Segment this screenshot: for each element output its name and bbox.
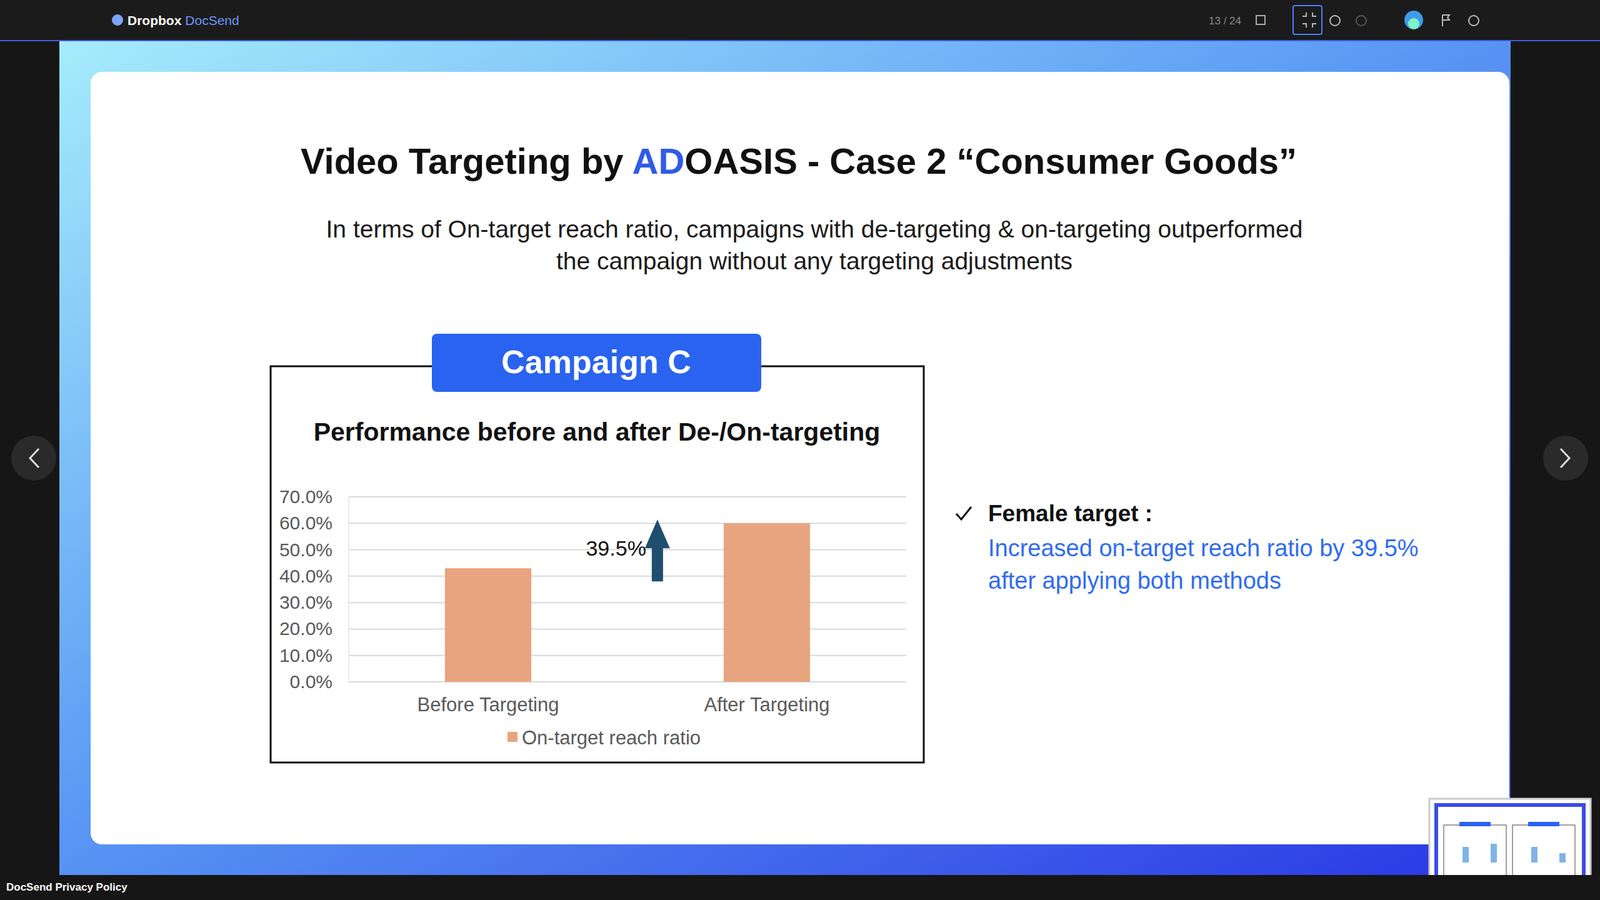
page: DropboxDocSend 13 / 24 Video Targeting by … — [0, 0, 1600, 900]
y-tick-label: 60.0% — [279, 512, 333, 534]
title-part: Video Targeting by — [300, 140, 633, 182]
bars — [445, 523, 810, 682]
fullscreen-icon — [1302, 12, 1317, 28]
increase-arrow — [645, 519, 670, 582]
thumbnail-card — [1438, 806, 1582, 883]
slide-background — [59, 41, 1511, 875]
campaign-label: Campaign C — [501, 343, 691, 380]
help-icon[interactable] — [1468, 15, 1479, 26]
nav-arrow — [1560, 448, 1570, 468]
grid-line — [348, 522, 907, 524]
campaign-badge — [431, 333, 762, 392]
zoom-out-icon[interactable] — [1356, 15, 1367, 26]
y-tick-label: 0.0% — [290, 671, 333, 692]
y-tick-label: 50.0% — [279, 539, 333, 560]
x-tick-label: Before Targeting — [417, 693, 560, 716]
thumbnail-bar — [1559, 853, 1566, 863]
bullet-heading: Female target : — [988, 500, 1153, 527]
next-button[interactable] — [1543, 435, 1589, 481]
logo-icon — [111, 14, 124, 26]
zoom-icon[interactable] — [1330, 15, 1340, 26]
y-tick-label: 10.0% — [279, 645, 333, 666]
legend: On-target reach ratio — [507, 726, 701, 749]
thumbnail-bar — [1490, 843, 1497, 863]
flag-icon[interactable] — [1442, 15, 1450, 27]
page-counter: 13 / 24 — [1208, 15, 1242, 27]
thumbnail-chart — [1512, 825, 1575, 879]
fullscreen-button[interactable] — [1293, 5, 1322, 35]
y-axis-line — [348, 496, 350, 682]
top-bar-border — [0, 40, 1600, 42]
y-tick-label: 20.0% — [279, 618, 333, 639]
slide-title: Video Targeting by ADOASIS - Case 2 “Con… — [300, 140, 1297, 182]
title-part: OASIS - Case 2 “Consumer Goods” — [684, 140, 1297, 182]
annotation: 39.5% — [585, 536, 646, 560]
thumbnail-chart — [1443, 825, 1507, 879]
product-name: DocSend — [185, 13, 239, 28]
bar — [445, 568, 532, 682]
brand-name: Dropbox — [127, 13, 182, 28]
thumbnail-badge — [1528, 821, 1560, 827]
grid-icon[interactable] — [1256, 15, 1265, 25]
viewer-background — [0, 0, 1600, 900]
y-tick-label: 30.0% — [279, 591, 333, 613]
legend-label: On-target reach ratio — [521, 726, 701, 749]
bullet-line: Increased on-target reach ratio by 39.5% — [988, 535, 1419, 562]
subtitle-line: the campaign without any targeting adjus… — [556, 247, 1073, 275]
chart-title: Performance before and after De-/On-targ… — [313, 417, 881, 447]
subtitle-line: In terms of On-target reach ratio, campa… — [326, 215, 1304, 243]
y-tick-label: 40.0% — [279, 565, 333, 587]
bullet-line: after applying both methods — [988, 567, 1282, 594]
bar — [723, 523, 810, 682]
footer-bar — [0, 875, 1600, 900]
grid-line — [348, 681, 907, 683]
y-tick-label: 70.0% — [279, 486, 333, 507]
grid-line — [348, 496, 907, 498]
grid-line — [348, 601, 907, 604]
thumbnail-bar — [1462, 846, 1469, 863]
x-tick-label: After Targeting — [703, 693, 830, 716]
brand: DropboxDocSend — [127, 13, 240, 28]
prev-button[interactable] — [11, 435, 57, 481]
top-bar — [0, 0, 1600, 41]
grid-line — [348, 575, 907, 577]
check-mark — [956, 506, 972, 520]
grid-line — [348, 628, 907, 630]
avatar-inner — [1408, 18, 1420, 30]
thumbnail-slide — [1434, 803, 1586, 887]
title-part: AD — [632, 140, 685, 182]
thumbnail-badge — [1459, 821, 1491, 827]
slide-card — [90, 71, 1510, 845]
nav-arrow — [30, 448, 39, 468]
legend-swatch — [507, 731, 518, 742]
avatar[interactable] — [1404, 10, 1424, 30]
grid-line — [348, 655, 907, 657]
footer-link[interactable]: DocSend Privacy Policy — [6, 881, 128, 894]
chart-frame — [270, 366, 924, 763]
thumbnail-bar — [1531, 846, 1538, 863]
